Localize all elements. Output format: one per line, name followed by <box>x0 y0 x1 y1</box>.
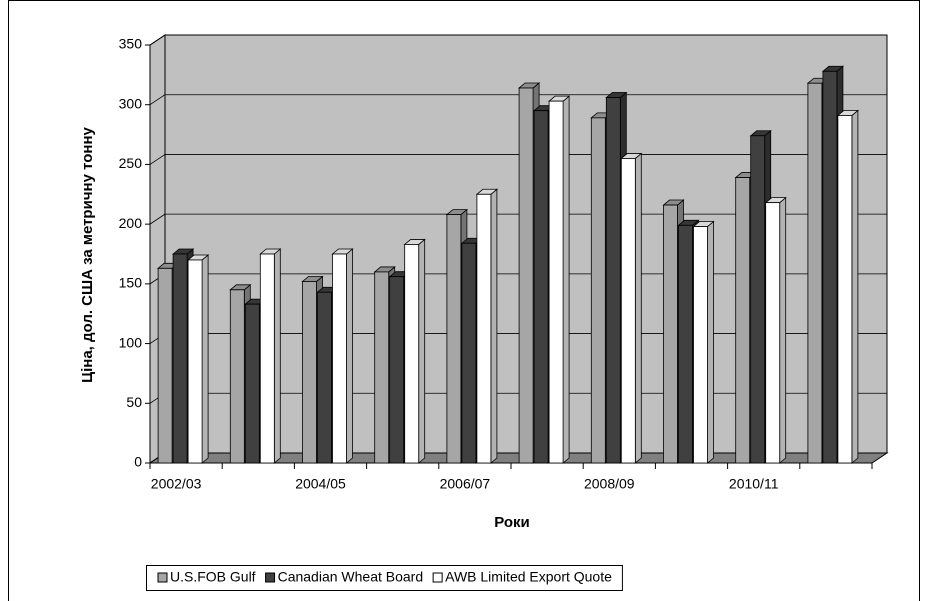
bar <box>678 224 693 464</box>
bar <box>750 135 766 464</box>
bar <box>187 259 203 464</box>
bar <box>605 97 621 464</box>
bar-side <box>851 109 859 464</box>
bar <box>446 214 462 464</box>
bar <box>837 115 853 464</box>
bar <box>765 202 781 464</box>
bar <box>548 100 564 464</box>
bar <box>590 117 606 464</box>
legend-swatch <box>432 572 443 583</box>
x-tick-label: 2004/05 <box>295 476 346 492</box>
y-axis-label: Ціна, дол. США за метричну тонну <box>79 126 96 382</box>
x-tick-label: 2008/09 <box>584 476 635 492</box>
bar <box>157 267 173 464</box>
legend-border <box>146 565 623 591</box>
bar <box>663 204 678 464</box>
bar <box>461 242 477 464</box>
bar-side <box>346 248 353 464</box>
legend: U.S.FOB Gulf Canadian Wheat Board AWB Limi… <box>146 565 623 591</box>
grid-line <box>149 154 166 165</box>
bar <box>302 281 317 464</box>
x-tick-label: 2002/03 <box>151 476 202 492</box>
bar-side <box>490 188 498 464</box>
bar <box>518 87 534 464</box>
bar-side <box>418 238 426 464</box>
legend-swatch <box>265 572 276 583</box>
x-axis-label: Роки <box>494 514 530 531</box>
bar-side <box>779 196 787 464</box>
bar <box>533 110 549 464</box>
bar <box>404 244 420 464</box>
y-tick-label: 0 <box>134 454 142 470</box>
y-tick-label: 200 <box>119 215 143 231</box>
bar <box>374 271 390 464</box>
bar <box>259 253 275 464</box>
bar-side <box>562 95 570 464</box>
y-tick-label: 150 <box>119 275 143 291</box>
y-tick-label: 250 <box>119 155 143 171</box>
chart-border <box>8 0 920 601</box>
bar-side <box>634 152 642 464</box>
legend-label: Canadian Wheat Board <box>278 569 424 585</box>
grid-line <box>149 94 166 106</box>
bar <box>620 158 636 464</box>
bar <box>807 82 823 464</box>
bar-side <box>273 248 281 464</box>
bar <box>172 253 188 464</box>
bar <box>317 291 332 464</box>
y-tick-label: 350 <box>119 36 143 52</box>
bar <box>735 177 751 464</box>
bar <box>693 226 708 464</box>
legend-swatch <box>157 572 168 583</box>
y-tick-label: 50 <box>126 394 142 410</box>
x-tick-label: 2006/07 <box>440 476 491 492</box>
bar-side <box>201 254 209 464</box>
y-tick-label: 300 <box>119 95 143 111</box>
legend-label: AWB Limited Export Quote <box>445 569 612 585</box>
bar <box>822 70 838 464</box>
bar <box>476 193 492 464</box>
x-tick-label: 2010/11 <box>729 476 779 492</box>
bar <box>332 253 347 464</box>
bar <box>229 289 245 464</box>
y-tick-label: 100 <box>119 334 143 350</box>
bar-side <box>707 220 714 464</box>
bar <box>389 276 405 464</box>
grid-line <box>149 34 166 46</box>
legend-label: U.S.FOB Gulf <box>170 569 256 585</box>
bar <box>244 303 260 464</box>
grid-line <box>149 213 166 225</box>
